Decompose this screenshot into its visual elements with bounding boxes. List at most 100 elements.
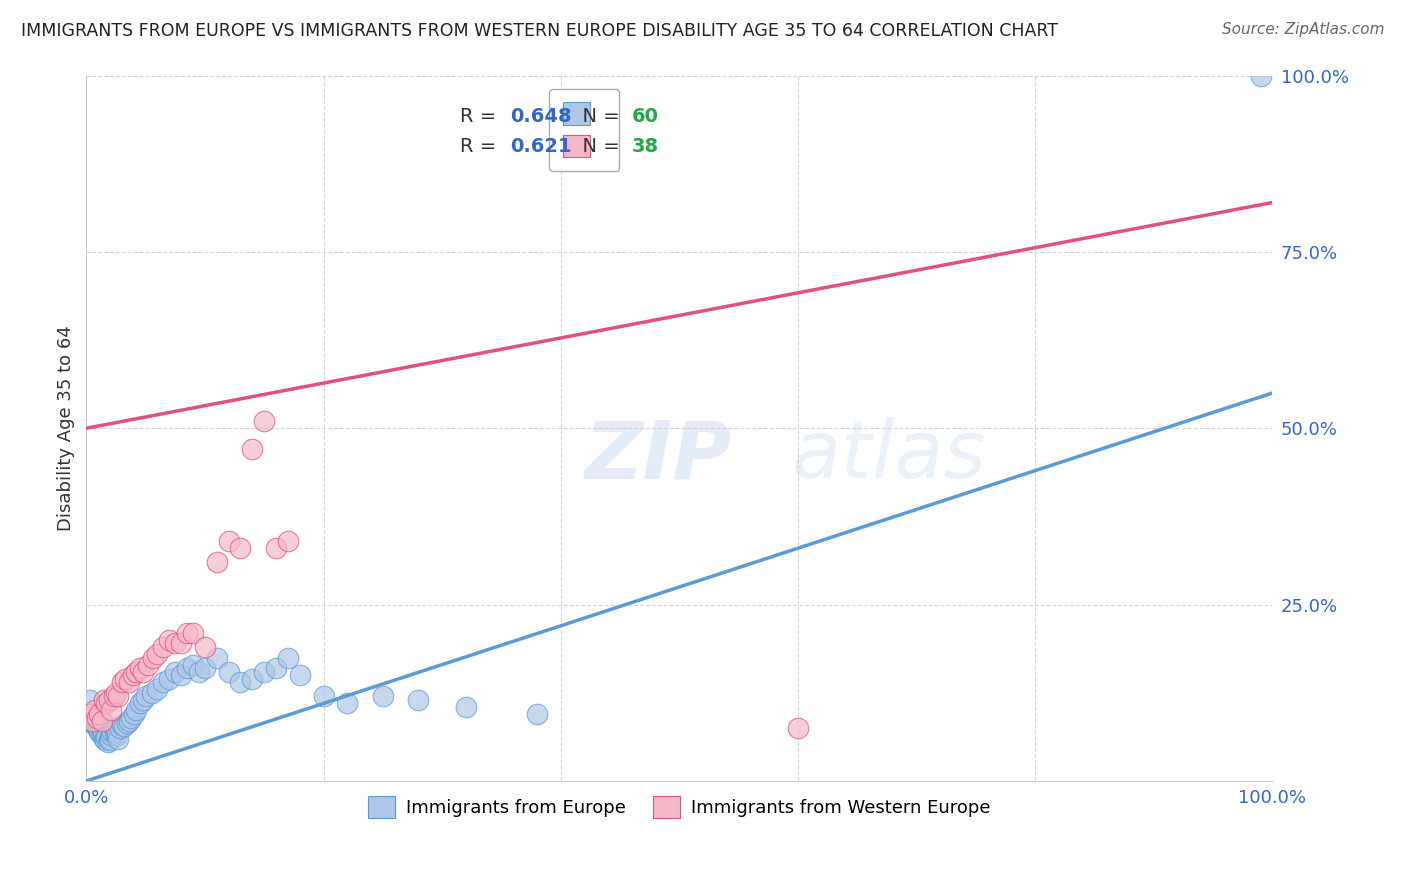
Point	[181, 657, 204, 672]
Point	[165, 665, 187, 679]
Point	[100, 728, 122, 742]
Point	[91, 728, 114, 742]
Text: R =: R =	[460, 107, 502, 126]
Y-axis label: Disability Age 35 to 64: Disability Age 35 to 64	[58, 326, 75, 531]
Point	[107, 690, 129, 704]
Point	[152, 675, 174, 690]
Text: 60: 60	[631, 107, 659, 126]
Point	[188, 665, 211, 679]
Text: N =: N =	[571, 107, 626, 126]
Point	[111, 717, 134, 731]
Text: R =: R =	[460, 136, 502, 155]
Point	[118, 714, 141, 728]
Text: ZIP: ZIP	[585, 417, 733, 495]
Point	[218, 665, 240, 679]
Text: N =: N =	[571, 136, 626, 155]
Point	[121, 668, 143, 682]
Point	[181, 625, 204, 640]
Point	[108, 721, 131, 735]
Point	[104, 726, 127, 740]
Point	[128, 697, 150, 711]
Text: 0.621: 0.621	[510, 136, 571, 155]
Legend: Immigrants from Europe, Immigrants from Western Europe: Immigrants from Europe, Immigrants from …	[361, 789, 998, 825]
Point	[82, 710, 104, 724]
Point	[336, 697, 359, 711]
Point	[111, 675, 134, 690]
Point	[101, 724, 124, 739]
Point	[120, 710, 142, 724]
Point	[170, 636, 193, 650]
Point	[107, 731, 129, 746]
Point	[79, 693, 101, 707]
Point	[157, 672, 180, 686]
Point	[125, 665, 148, 679]
Point	[112, 719, 135, 733]
Point	[165, 636, 187, 650]
Point	[87, 721, 110, 735]
Point	[115, 716, 138, 731]
Text: IMMIGRANTS FROM EUROPE VS IMMIGRANTS FROM WESTERN EUROPE DISABILITY AGE 35 TO 64: IMMIGRANTS FROM EUROPE VS IMMIGRANTS FRO…	[21, 22, 1059, 40]
Point	[105, 728, 128, 742]
Point	[176, 625, 198, 640]
Point	[89, 706, 111, 721]
Point	[277, 650, 299, 665]
Point	[86, 716, 108, 731]
Point	[1250, 69, 1272, 83]
Point	[194, 661, 217, 675]
Point	[146, 682, 169, 697]
Point	[97, 693, 120, 707]
Point	[132, 665, 155, 679]
Point	[83, 717, 105, 731]
Point	[98, 733, 121, 747]
Text: 0.648: 0.648	[510, 107, 571, 126]
Point	[146, 647, 169, 661]
Point	[240, 672, 263, 686]
Point	[97, 735, 120, 749]
Point	[93, 731, 115, 746]
Point	[97, 731, 120, 746]
Point	[264, 541, 287, 556]
Point	[229, 675, 252, 690]
Point	[82, 714, 104, 728]
Point	[118, 675, 141, 690]
Point	[104, 723, 127, 738]
Point	[100, 703, 122, 717]
Point	[787, 721, 810, 735]
Text: atlas: atlas	[792, 417, 987, 495]
Point	[253, 414, 276, 428]
Point	[229, 541, 252, 556]
Point	[84, 719, 107, 733]
Point	[86, 710, 108, 724]
Text: Source: ZipAtlas.com: Source: ZipAtlas.com	[1222, 22, 1385, 37]
Point	[136, 657, 159, 672]
Point	[277, 534, 299, 549]
Point	[103, 721, 125, 735]
Point	[89, 724, 111, 739]
Point	[79, 706, 101, 721]
Point	[141, 686, 163, 700]
Point	[408, 693, 430, 707]
Text: 38: 38	[631, 136, 659, 155]
Point	[93, 693, 115, 707]
Point	[94, 733, 117, 747]
Point	[288, 668, 311, 682]
Point	[371, 690, 394, 704]
Point	[104, 686, 127, 700]
Point	[103, 690, 125, 704]
Point	[157, 632, 180, 647]
Point	[194, 640, 217, 654]
Point	[205, 650, 228, 665]
Point	[152, 640, 174, 654]
Point	[526, 706, 548, 721]
Point	[114, 672, 136, 686]
Point	[264, 661, 287, 675]
Point	[218, 534, 240, 549]
Point	[253, 665, 276, 679]
Point	[125, 703, 148, 717]
Point	[96, 697, 118, 711]
Point	[176, 661, 198, 675]
Point	[142, 650, 165, 665]
Point	[135, 690, 157, 704]
Point	[83, 703, 105, 717]
Point	[122, 706, 145, 721]
